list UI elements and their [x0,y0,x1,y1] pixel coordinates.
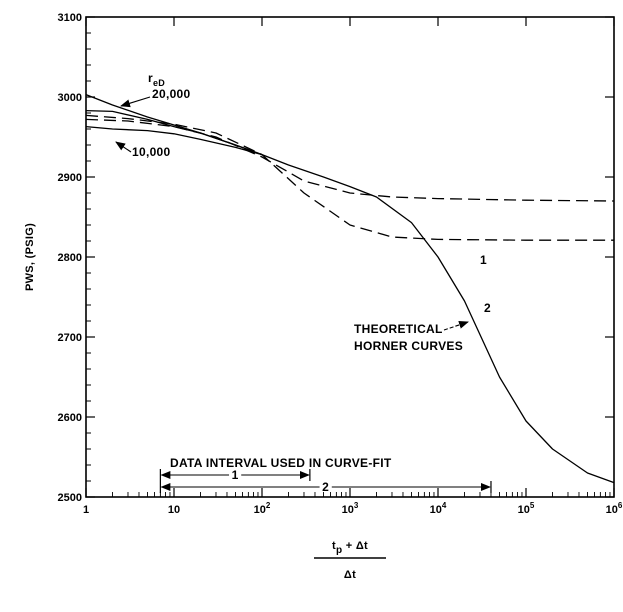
y-tick-label: 2800 [58,252,82,264]
x-tick-label: 10 [168,504,180,516]
interval-1-label: 1 [232,468,239,482]
x-tick-exponent: 2 [266,501,271,510]
x-axis-label-numerator: tp + Δt [332,540,368,556]
x-tick-exponent: 3 [354,501,359,510]
y-tick-label: 2900 [58,172,82,184]
series-curve-1 [85,93,615,484]
red-20000-label: 20,000 [152,87,191,101]
x-axis-numerator-rest: + Δt [342,540,368,552]
y-tick-label: 3000 [58,92,82,104]
y-tick-label: 2700 [58,332,82,344]
data-interval-label: DATA INTERVAL USED IN CURVE-FIT [170,456,392,470]
y-axis-label: PWS, (PSIG) [24,223,36,291]
curve-1-label: 1 [480,253,487,267]
interval-2-label: 2 [322,480,329,494]
theoretical-arrow [443,321,469,331]
x-tick-exponent: 5 [530,501,535,510]
red-20000-arrow [120,96,151,108]
y-tick-label: 2600 [58,412,82,424]
series-curve-4 [85,118,615,202]
red-label: reD [148,71,165,88]
series-curve-5 [85,114,614,241]
x-tick-exponent: 6 [618,501,623,510]
red-10000-label: 10,000 [132,145,171,159]
interval-label-bg [229,468,242,480]
x-tick-label: 102 [254,501,271,516]
y-tick-label: 3100 [58,12,82,24]
curve-2-label: 2 [484,301,491,315]
x-tick-label: 103 [342,501,359,516]
y-tick-label: 2500 [58,492,82,504]
interval-label-bg [319,480,332,492]
series-curve-3 [85,125,263,156]
x-tick-exponent: 4 [442,501,447,510]
red-10000-arrow [115,141,132,153]
red-subscript: eD [153,78,165,88]
x-axis-label-denominator: Δt [344,569,356,581]
x-tick-label: 106 [606,501,623,516]
x-tick-label: 104 [430,501,447,516]
x-tick-label: 1 [83,504,89,516]
theoretical-label-line1: THEORETICAL [354,322,443,336]
x-tick-label: 105 [518,501,535,516]
x-axis-numerator-subscript: p [336,545,342,556]
theoretical-label-line2: HORNER CURVES [354,339,463,353]
